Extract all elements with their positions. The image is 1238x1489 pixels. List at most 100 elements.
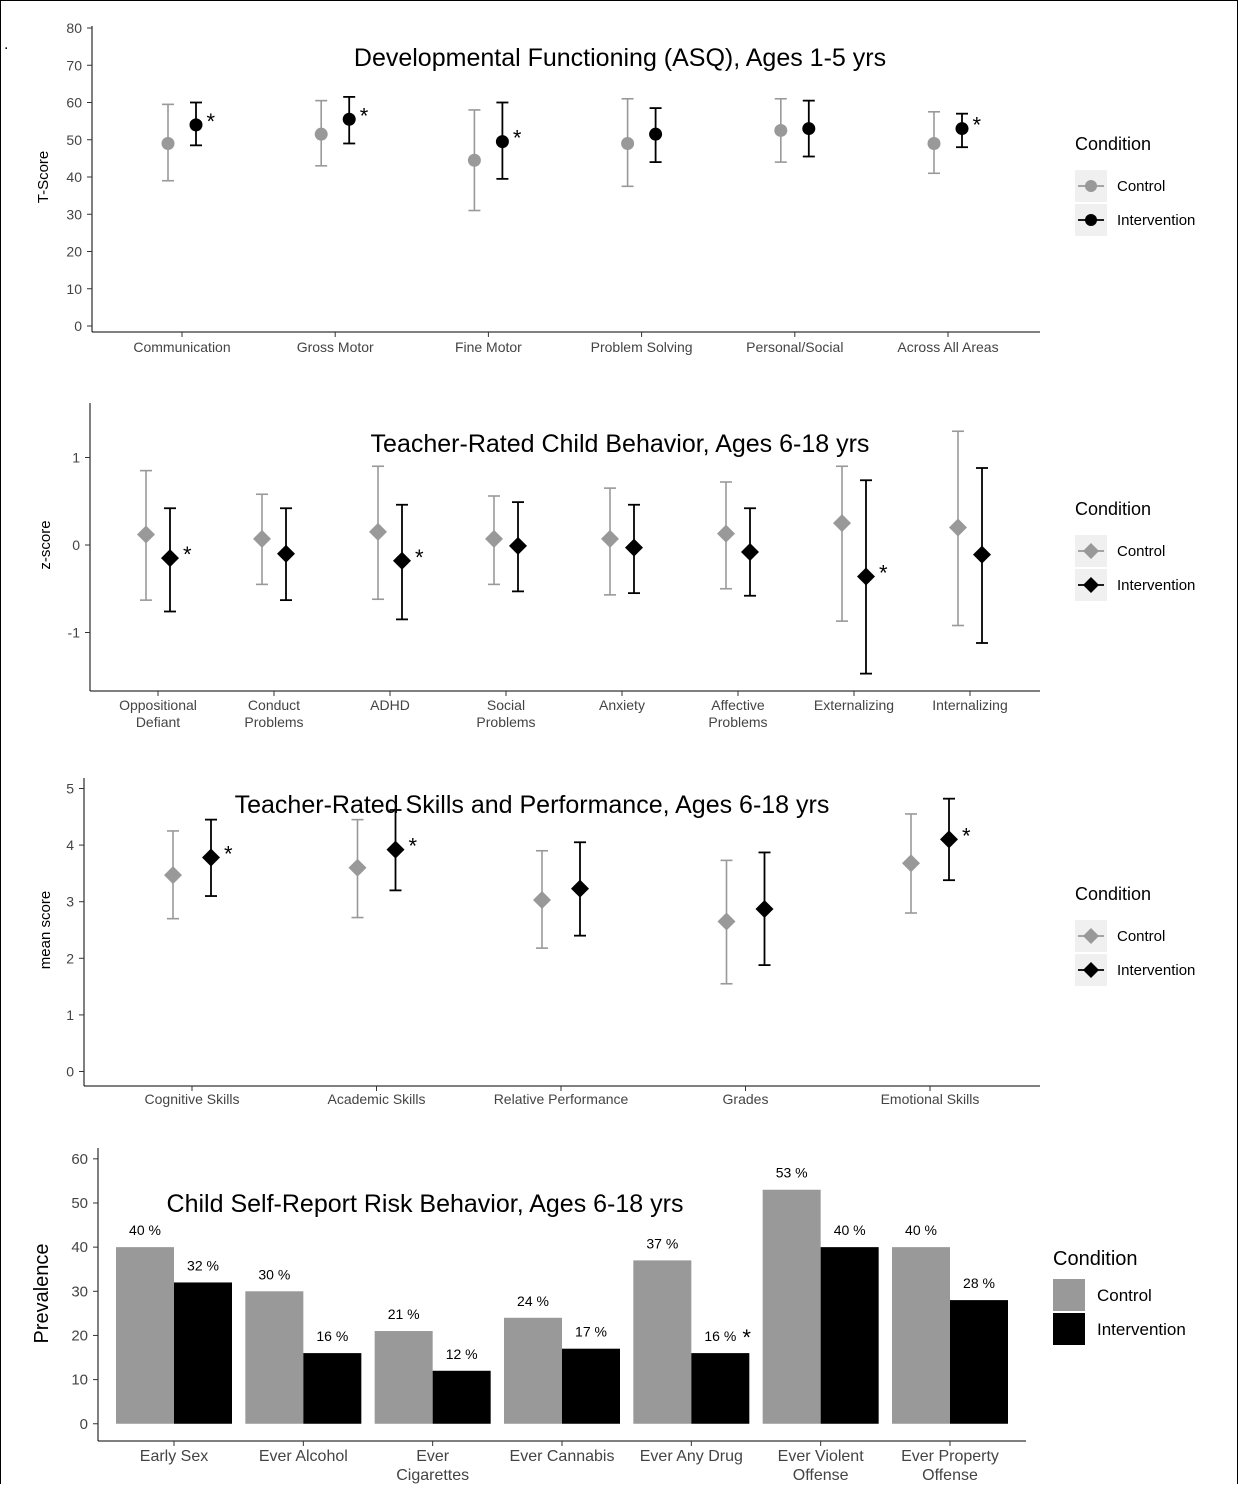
data-point-control	[949, 518, 967, 537]
x-tick-label: Problems	[708, 714, 767, 730]
chart-title: Child Self-Report Risk Behavior, Ages 6-…	[167, 1190, 684, 1218]
legend-key-control	[1053, 1279, 1085, 1311]
asq-panel: 0 10 20 30 40 50 60 70 80 T-Score Communication Gro…	[0, 20, 1238, 370]
data-point-intervention	[386, 840, 405, 859]
behavior-chart: -101z-scoreOppositionalDefiantConductPro…	[37, 403, 1195, 730]
x-tick-label: Offense	[922, 1467, 978, 1484]
x-tick-label: Offense	[793, 1467, 849, 1484]
legend-key-intervention	[1053, 1313, 1085, 1345]
legend-key-control	[1085, 180, 1097, 192]
y-tick-label: 0	[72, 537, 80, 553]
x-tick-label: Gross Motor	[297, 339, 374, 355]
x-tick-label: Internalizing	[932, 697, 1008, 713]
data-point-intervention	[393, 551, 411, 570]
x-tick-label: Academic Skills	[327, 1091, 425, 1107]
data-point-intervention	[571, 879, 589, 898]
significance-marker: *	[224, 842, 233, 867]
bar-control	[504, 1317, 562, 1424]
x-tick-label: ADHD	[370, 697, 410, 713]
significance-marker: *	[415, 545, 424, 570]
y-tick-label: 5	[66, 780, 74, 796]
legend-label: Control	[1117, 543, 1165, 560]
data-point-control	[774, 123, 788, 137]
y-tick-label: 70	[66, 57, 82, 73]
significance-marker: *	[962, 823, 971, 848]
x-tick-label: Problem Solving	[591, 339, 693, 355]
data-point-intervention	[202, 848, 220, 867]
data-label: 40 %	[129, 1222, 161, 1238]
x-tick-label: Relative Performance	[494, 1091, 629, 1107]
data-point-intervention	[973, 545, 991, 564]
significance-marker: *	[183, 542, 192, 567]
significance-marker: *	[207, 109, 216, 134]
bar-intervention	[562, 1348, 620, 1424]
y-axis-title: mean score	[37, 891, 54, 969]
y-tick-label: 4	[66, 837, 74, 853]
legend-title: Condition	[1053, 1248, 1138, 1270]
stray-mark: .	[4, 36, 9, 53]
y-axis-title: T-Score	[35, 151, 52, 204]
y-axis-title: z-score	[37, 520, 54, 569]
data-point-control	[161, 136, 175, 150]
y-tick-label: 40	[66, 169, 82, 185]
y-axis-title: Prevalence	[31, 1243, 53, 1343]
bar-control	[633, 1260, 692, 1424]
chart-title: Teacher-Rated Skills and Performance, Ag…	[235, 791, 830, 819]
data-point-intervention	[161, 549, 179, 568]
x-tick-label: Ever Any Drug	[640, 1448, 743, 1465]
data-label: 16 %	[316, 1328, 348, 1344]
x-tick-label: Oppositional	[119, 697, 197, 713]
y-tick-label: 1	[66, 1007, 74, 1023]
data-point-control	[485, 529, 503, 548]
x-tick-label: Emotional Skills	[881, 1091, 980, 1107]
significance-marker: *	[879, 561, 888, 586]
data-point-control	[601, 529, 619, 548]
x-tick-label: Ever Cannabis	[510, 1448, 615, 1465]
y-tick-label: 40	[71, 1239, 88, 1256]
y-tick-label: 30	[71, 1283, 88, 1300]
x-tick-label: Cigarettes	[396, 1467, 469, 1484]
x-tick-label: Anxiety	[599, 697, 645, 713]
x-tick-label: Defiant	[136, 714, 180, 730]
x-tick-label: Across All Areas	[897, 339, 998, 355]
bar-intervention	[174, 1282, 232, 1424]
y-tick-label: 0	[66, 1064, 74, 1080]
data-label: 30 %	[258, 1266, 290, 1282]
x-tick-label: Early Sex	[140, 1448, 208, 1465]
y-tick-label: -1	[68, 625, 81, 641]
data-point-intervention	[625, 538, 643, 557]
data-point-intervention	[189, 118, 203, 132]
y-tick-label: 20	[66, 244, 82, 260]
y-tick-label: 60	[71, 1151, 88, 1168]
x-tick-label: Fine Motor	[455, 339, 522, 355]
x-tick-label: Ever Property	[901, 1448, 999, 1465]
data-label: 24 %	[517, 1293, 549, 1309]
y-tick-label: 2	[66, 950, 74, 966]
y-tick-label: 50	[71, 1195, 88, 1212]
legend-label: Intervention	[1097, 1320, 1186, 1339]
chart-title: Teacher-Rated Child Behavior, Ages 6-18 …	[371, 430, 870, 458]
x-tick-label: Personal/Social	[746, 339, 843, 355]
legend-label: Intervention	[1117, 962, 1195, 979]
data-point-intervention	[741, 543, 759, 561]
data-point-control	[927, 136, 941, 150]
legend-title: Condition	[1075, 884, 1151, 904]
data-point-intervention	[509, 536, 527, 555]
y-tick-label: 30	[66, 206, 82, 222]
data-point-control	[348, 858, 367, 877]
y-tick-label: 50	[66, 132, 82, 148]
bar-intervention	[820, 1247, 879, 1424]
x-tick-label: Cognitive Skills	[145, 1091, 240, 1107]
data-point-control	[369, 522, 387, 541]
legend-label: Control	[1117, 178, 1165, 195]
data-point-intervention	[342, 112, 356, 126]
data-label: 12 %	[446, 1346, 478, 1362]
y-tick-label: 0	[80, 1416, 88, 1433]
legend-label: Control	[1117, 928, 1165, 945]
data-label: 40 %	[905, 1222, 937, 1238]
data-label: 28 %	[963, 1275, 995, 1291]
bar-intervention	[432, 1370, 491, 1424]
data-point-control	[533, 891, 551, 909]
risk-chart: 0 10 20 30 40 50 60 Prevalence Early Sex Ever Alc…	[31, 1148, 1186, 1484]
bar-control	[762, 1189, 821, 1424]
